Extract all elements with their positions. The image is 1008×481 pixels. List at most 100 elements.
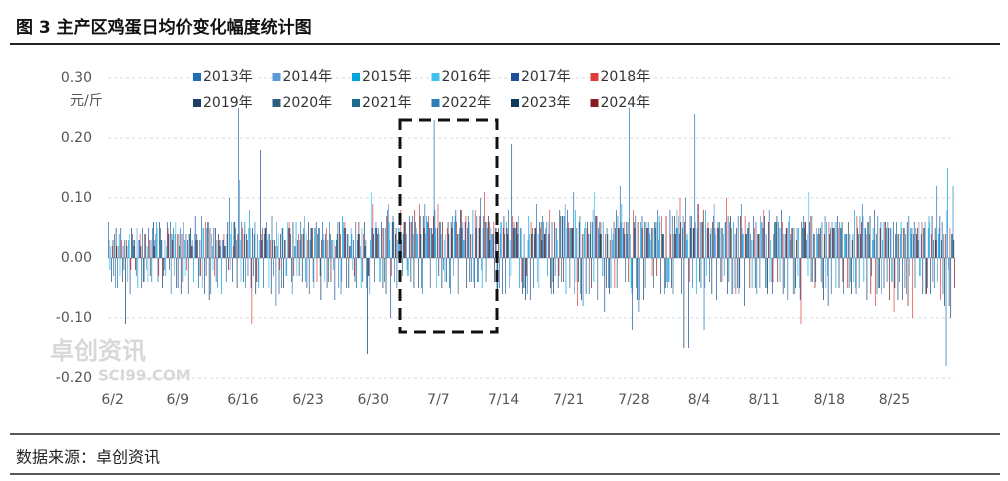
bar bbox=[180, 258, 182, 294]
bar bbox=[289, 228, 291, 258]
bar bbox=[715, 234, 717, 258]
bar bbox=[674, 234, 676, 258]
bar bbox=[707, 222, 709, 258]
bar bbox=[155, 234, 157, 258]
bar bbox=[191, 240, 193, 258]
bar bbox=[114, 234, 115, 258]
bar bbox=[304, 216, 305, 258]
bar bbox=[906, 222, 908, 258]
bar bbox=[315, 222, 317, 258]
bar bbox=[116, 246, 118, 258]
bar bbox=[343, 222, 344, 258]
bar bbox=[744, 258, 745, 306]
bar bbox=[945, 258, 947, 366]
bar bbox=[916, 228, 918, 258]
bar bbox=[317, 234, 319, 258]
bar bbox=[356, 240, 358, 258]
bar bbox=[741, 228, 743, 258]
bar bbox=[260, 150, 261, 258]
bar bbox=[111, 246, 113, 258]
bar bbox=[201, 216, 202, 258]
bar bbox=[775, 222, 776, 258]
bar bbox=[740, 204, 742, 258]
bar bbox=[370, 192, 372, 258]
bar bbox=[178, 234, 180, 258]
bar bbox=[896, 234, 898, 258]
legend-swatch bbox=[431, 73, 440, 81]
bar bbox=[164, 240, 166, 258]
bar bbox=[882, 222, 884, 258]
bar bbox=[884, 222, 886, 258]
bar bbox=[533, 258, 534, 288]
bar bbox=[682, 216, 684, 258]
bar bbox=[246, 234, 247, 258]
bar bbox=[913, 222, 915, 258]
bar bbox=[553, 222, 555, 258]
bar bbox=[204, 258, 205, 294]
bar bbox=[600, 222, 602, 258]
bar bbox=[380, 258, 381, 282]
bar bbox=[430, 228, 432, 258]
bar bbox=[832, 228, 834, 258]
bar bbox=[286, 258, 288, 276]
bar bbox=[841, 222, 843, 258]
bar bbox=[830, 258, 832, 294]
bar bbox=[274, 246, 276, 258]
bar bbox=[948, 258, 950, 306]
bar bbox=[114, 258, 116, 288]
bar bbox=[566, 228, 568, 258]
bar bbox=[840, 228, 842, 258]
bar bbox=[142, 258, 144, 282]
bar bbox=[756, 258, 758, 294]
bar bbox=[809, 216, 811, 258]
bar bbox=[452, 216, 454, 258]
bar bbox=[765, 234, 767, 258]
bar bbox=[941, 222, 943, 258]
bar bbox=[144, 234, 146, 258]
bar bbox=[325, 228, 327, 258]
bar bbox=[747, 228, 749, 258]
bar bbox=[547, 258, 548, 276]
bar bbox=[229, 258, 231, 270]
bar bbox=[789, 240, 791, 258]
bar bbox=[869, 216, 871, 258]
bar bbox=[643, 258, 644, 300]
bar bbox=[601, 234, 603, 258]
bar bbox=[244, 222, 246, 258]
bar bbox=[680, 222, 682, 258]
bar bbox=[437, 204, 439, 258]
bar bbox=[645, 222, 647, 258]
bar bbox=[944, 234, 946, 258]
bar bbox=[353, 258, 355, 276]
bar bbox=[723, 234, 724, 258]
bar bbox=[590, 222, 592, 258]
bar bbox=[575, 258, 577, 282]
bar bbox=[615, 228, 616, 258]
bar bbox=[512, 216, 513, 258]
bar bbox=[709, 258, 710, 282]
bar bbox=[503, 216, 505, 258]
bar bbox=[179, 246, 181, 258]
bar bbox=[108, 240, 110, 258]
bar bbox=[757, 234, 759, 258]
bar bbox=[789, 216, 790, 258]
bar bbox=[482, 228, 484, 258]
bar bbox=[675, 228, 677, 258]
bar bbox=[558, 258, 560, 276]
bar bbox=[128, 240, 129, 258]
bar bbox=[705, 210, 706, 258]
bar bbox=[166, 246, 167, 258]
bar bbox=[331, 240, 333, 258]
bar bbox=[271, 216, 273, 258]
bar bbox=[934, 258, 935, 288]
bar bbox=[202, 228, 204, 258]
legend-swatch bbox=[590, 99, 599, 107]
bar bbox=[742, 234, 744, 258]
bar bbox=[319, 258, 321, 276]
bar bbox=[621, 204, 623, 258]
bar bbox=[651, 258, 653, 276]
bar bbox=[685, 198, 686, 258]
bar bbox=[855, 258, 857, 294]
bar bbox=[371, 228, 373, 258]
bar bbox=[533, 234, 535, 258]
